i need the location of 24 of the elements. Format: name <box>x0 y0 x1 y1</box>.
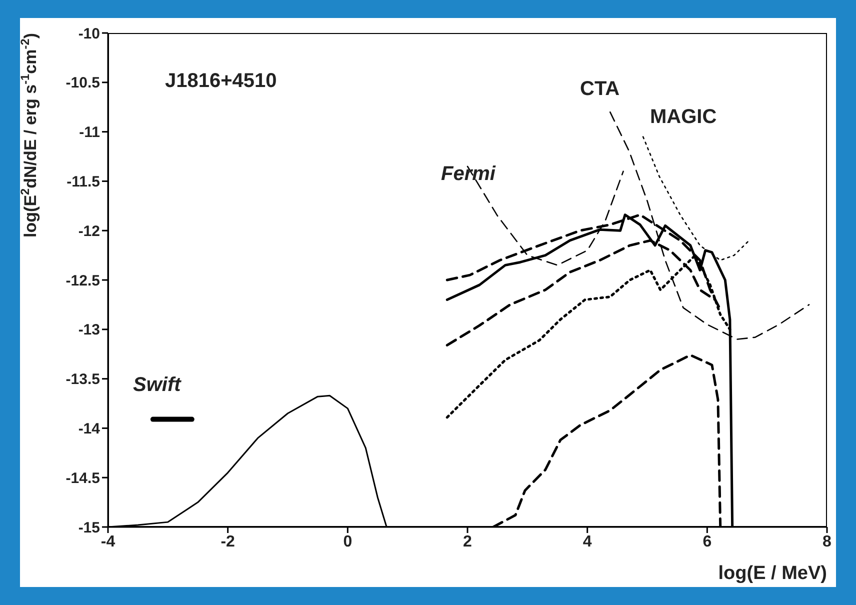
x-tick-label: 2 <box>463 533 472 550</box>
annotation: J1816+4510 <box>165 70 277 93</box>
x-axis-title: log(E / MeV) <box>718 563 827 584</box>
x-tick-label: 0 <box>343 533 352 550</box>
x-tick-label: 6 <box>702 533 712 550</box>
y-tick-label: -11 <box>79 124 100 142</box>
y-tick-label: -10.5 <box>66 74 100 92</box>
y-tick-label: -14.5 <box>66 470 100 487</box>
y-tick-label: -11.5 <box>66 174 100 191</box>
y-tick-label: -12 <box>78 222 100 240</box>
y-tick-label: -13 <box>78 322 100 339</box>
x-tick-label: 4 <box>582 533 592 550</box>
annotation: Fermi <box>441 163 496 186</box>
y-tick-label: -15 <box>78 519 100 536</box>
y-tick-label: -10 <box>78 25 100 42</box>
annotation: CTA <box>580 78 620 101</box>
y-tick-label: -13.5 <box>66 371 100 388</box>
annotation: MAGIC <box>650 106 717 129</box>
y-tick-label: -12.5 <box>66 272 100 290</box>
x-tick-label: 8 <box>822 533 832 550</box>
annotation: Swift <box>133 374 181 397</box>
x-tick-label: -2 <box>220 533 236 550</box>
x-tick-label: -4 <box>100 533 116 550</box>
y-tick-label: -14 <box>78 420 101 438</box>
